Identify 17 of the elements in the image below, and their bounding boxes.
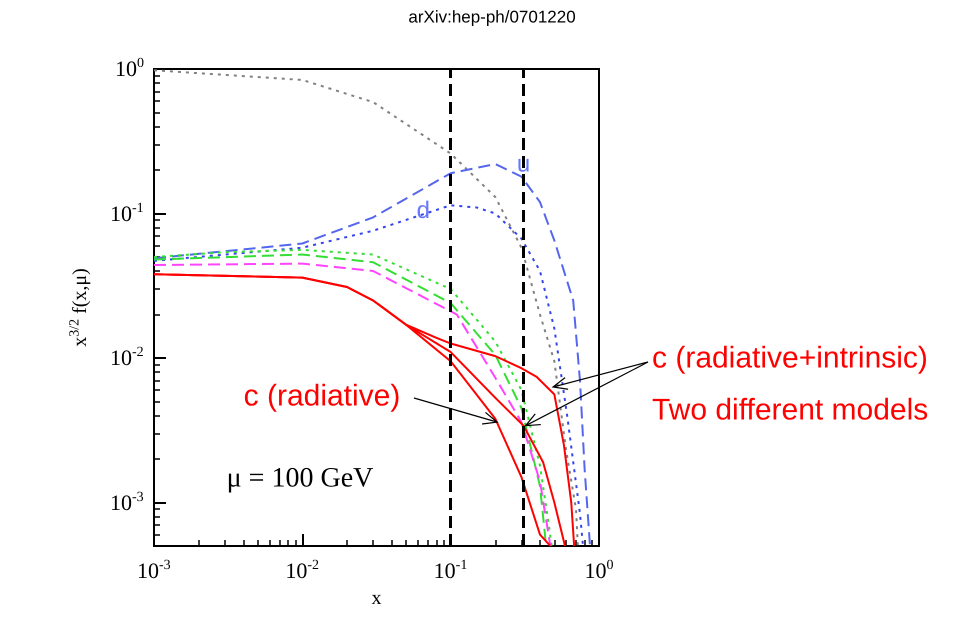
annotation: u: [516, 150, 530, 178]
x-tick-label: 10$^{0}$: [584, 558, 614, 583]
text: arXiv:hep-ph/0701220: [408, 8, 576, 26]
y-axis-title: x3/2 f(x,μ): [68, 268, 91, 347]
annotation: Two different models: [652, 394, 928, 426]
y-tick-label: 10$^{-2}$: [110, 345, 144, 370]
annotation: c (radiative+intrinsic): [652, 342, 928, 374]
y-tick-label: 10$^{-3}$: [110, 490, 144, 514]
x-axis-title: x: [372, 587, 382, 609]
y-tick-label: 10$^{-1}$: [110, 200, 144, 226]
annotation: μ = 100 GeV: [226, 462, 374, 494]
annotation: c (radiative): [244, 380, 400, 412]
x-tick-label: 10$^{-3}$: [137, 558, 171, 583]
x-tick-label: 10$^{-2}$: [285, 558, 319, 583]
x-tick-label: 10$^{-1}$: [434, 558, 468, 583]
y-tick-label: 10$^{0}$: [115, 56, 144, 81]
annotation: d: [416, 196, 430, 224]
